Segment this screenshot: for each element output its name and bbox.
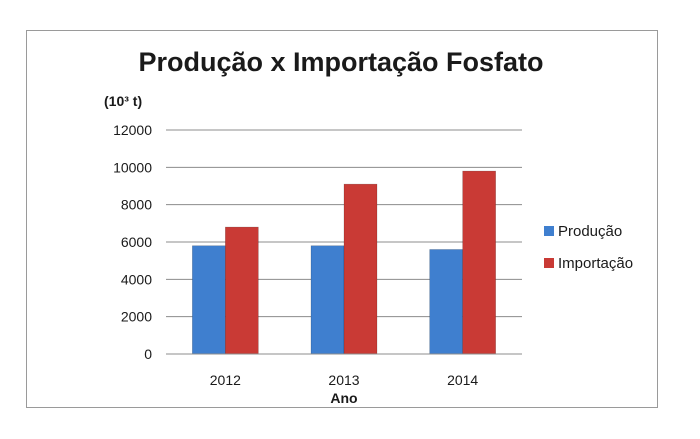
legend-swatch	[544, 226, 554, 236]
bar-producao-2013	[310, 245, 345, 355]
legend-swatch	[544, 258, 554, 268]
legend-label: Produção	[558, 223, 622, 240]
bar-importacao-2014	[462, 170, 496, 355]
x-tick-label: 2012	[210, 372, 241, 388]
x-axis-label: Ano	[330, 390, 357, 406]
y-axis-ticks: 0 2000 4000 6000 8000 10000 12000	[113, 122, 152, 362]
bar-producao-2014	[429, 249, 463, 355]
x-tick-label: 2014	[447, 372, 478, 388]
y-tick-label: 4000	[121, 271, 152, 287]
bar-importacao-2013	[343, 183, 378, 355]
bar-importacao-2012	[225, 226, 259, 355]
legend: Produção Importação	[544, 223, 633, 272]
y-tick-label: 12000	[113, 122, 152, 138]
x-axis-ticks: 2012 2013 2014	[210, 372, 479, 388]
unit-label: (10³ t)	[104, 93, 142, 109]
x-tick-label: 2013	[328, 372, 359, 388]
y-tick-label: 0	[144, 346, 152, 362]
y-tick-label: 10000	[113, 159, 152, 175]
y-tick-label: 6000	[121, 234, 152, 250]
y-tick-label: 2000	[121, 309, 152, 325]
bars	[192, 170, 496, 355]
y-tick-label: 8000	[121, 197, 152, 213]
bar-producao-2012	[192, 245, 226, 355]
legend-label: Importação	[558, 255, 633, 272]
chart-title: Produção x Importação Fosfato	[138, 47, 543, 77]
